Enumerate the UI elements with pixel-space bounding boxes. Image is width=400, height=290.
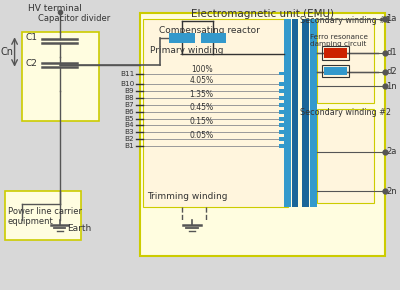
Bar (200, 33, 226, 43)
Text: C1: C1 (25, 33, 37, 42)
Text: 1.35%: 1.35% (190, 90, 214, 99)
Text: B1: B1 (124, 143, 134, 149)
Bar (140, 13, 385, 255)
Text: 0.15%: 0.15% (190, 117, 214, 126)
Text: Electromagnetic unit (EMU): Electromagnetic unit (EMU) (191, 9, 334, 19)
Text: 1n: 1n (386, 82, 397, 91)
Bar (143, 19, 288, 207)
Bar (279, 124, 287, 127)
Bar (279, 82, 287, 86)
Text: 1a: 1a (386, 14, 397, 23)
Text: B8: B8 (124, 95, 134, 101)
Text: 100%: 100% (191, 65, 212, 74)
Text: C2: C2 (25, 59, 37, 68)
Text: Secondary winding #2: Secondary winding #2 (300, 108, 391, 117)
Text: Compensating reactor: Compensating reactor (159, 26, 260, 35)
Text: 2n: 2n (386, 186, 397, 195)
Bar (279, 103, 287, 107)
Bar (317, 109, 374, 203)
Bar (279, 117, 287, 121)
Bar (279, 144, 287, 148)
Bar (284, 19, 291, 207)
Bar (324, 67, 348, 75)
Bar (22, 32, 99, 121)
Text: B10: B10 (120, 81, 134, 87)
Text: Cn: Cn (0, 47, 13, 57)
Bar (169, 33, 195, 43)
Bar (279, 137, 287, 141)
Bar (322, 65, 349, 77)
Text: B5: B5 (124, 116, 134, 122)
Bar (310, 19, 317, 207)
Bar (292, 19, 298, 207)
Text: B11: B11 (120, 70, 134, 77)
Text: Ferro resonance
damping circuit: Ferro resonance damping circuit (310, 34, 368, 47)
Text: Capacitor divider: Capacitor divider (38, 14, 110, 23)
Text: B3: B3 (124, 129, 134, 135)
Text: B2: B2 (124, 136, 134, 142)
Text: d1: d1 (386, 48, 397, 57)
Text: Secondary winding #1: Secondary winding #1 (300, 16, 391, 25)
Text: 0.45%: 0.45% (190, 103, 214, 112)
Text: B6: B6 (124, 109, 134, 115)
Bar (279, 96, 287, 100)
Bar (322, 46, 349, 60)
Text: 2a: 2a (386, 147, 397, 156)
Bar (324, 48, 348, 58)
Text: 4.05%: 4.05% (190, 76, 214, 85)
Text: d2: d2 (386, 67, 397, 76)
Bar (279, 89, 287, 93)
Text: 0.05%: 0.05% (190, 131, 214, 140)
Text: B4: B4 (124, 122, 134, 128)
Bar (279, 130, 287, 134)
Bar (317, 19, 374, 103)
Text: Earth: Earth (68, 224, 92, 233)
Text: B9: B9 (124, 88, 134, 94)
Text: Power line carrier
equipment: Power line carrier equipment (8, 207, 82, 226)
Text: HV terminal: HV terminal (28, 4, 82, 13)
Text: Primary winding: Primary winding (150, 46, 224, 55)
Text: Trimming winding: Trimming winding (147, 192, 227, 201)
Text: B7: B7 (124, 102, 134, 108)
Bar (5, 191, 81, 240)
Bar (279, 110, 287, 114)
Bar (279, 72, 287, 75)
Bar (302, 19, 309, 207)
